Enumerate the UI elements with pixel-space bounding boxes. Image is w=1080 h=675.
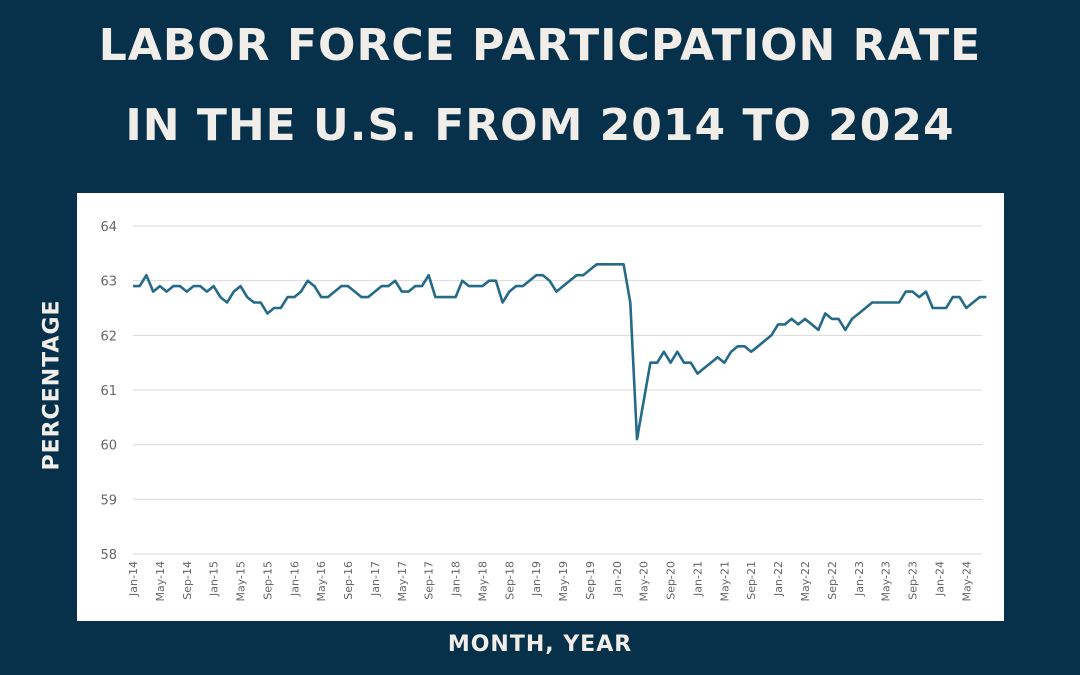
- x-tick-label: Jan-18: [450, 561, 463, 597]
- x-tick-label: May-14: [154, 561, 167, 602]
- x-tick-label: May-24: [960, 561, 973, 602]
- x-tick-label: May-17: [396, 561, 409, 602]
- x-tick-label: May-16: [315, 561, 328, 602]
- x-tick-label: Sep-21: [745, 561, 758, 600]
- y-tick-label: 62: [100, 329, 117, 344]
- x-tick-label: Jan-21: [691, 561, 704, 597]
- x-tick-label: May-22: [799, 561, 812, 602]
- x-tick-label: Jan-14: [127, 561, 140, 597]
- data-line: [133, 263, 987, 441]
- x-axis-label: MONTH, YEAR: [447, 632, 633, 657]
- y-tick-label: 64: [100, 220, 117, 235]
- y-tick-label: 58: [100, 548, 117, 563]
- y-tick-label: 63: [100, 275, 117, 290]
- y-tick-label: 61: [100, 384, 117, 399]
- x-tick-label: May-23: [880, 561, 893, 602]
- x-tick-label: Sep-19: [584, 561, 597, 600]
- y-tick-label: 59: [100, 493, 117, 508]
- x-tick-label: Jan-20: [611, 561, 624, 597]
- x-tick-label: May-18: [476, 561, 489, 602]
- y-axis-label: PERCENTAGE: [39, 299, 65, 471]
- x-tick-label: Sep-14: [181, 561, 194, 600]
- chart-title-line-1: LABOR FORCE PARTICPATION RATE: [98, 20, 982, 71]
- x-tick-label: Sep-22: [826, 561, 839, 600]
- x-tick-label: Jan-19: [530, 561, 543, 597]
- x-tick-label: Jan-24: [933, 561, 946, 597]
- x-tick-label: May-15: [235, 561, 248, 602]
- x-tick-label: Jan-16: [288, 561, 301, 597]
- x-tick-label: Sep-23: [907, 561, 920, 600]
- x-tick-label: May-19: [557, 561, 570, 602]
- x-tick-label: Jan-22: [772, 561, 785, 597]
- y-tick-label: 60: [100, 439, 117, 454]
- x-tick-label: Jan-23: [853, 561, 866, 597]
- x-tick-label: Sep-18: [503, 561, 516, 600]
- x-tick-label: Sep-20: [665, 561, 678, 600]
- x-tick-label: Sep-17: [423, 561, 436, 600]
- x-tick-label: Sep-16: [342, 561, 355, 600]
- chart-panel: 58 59 60 61 62 63 64 Jan-14 May-14 Sep-14 Jan-15 Ma…: [77, 193, 1004, 621]
- x-tick-label: Jan-15: [208, 561, 221, 597]
- x-tick-label: Jan-17: [369, 561, 382, 597]
- x-tick-label: Sep-15: [261, 561, 274, 600]
- x-tick-label: May-20: [638, 561, 651, 602]
- x-tick-label: May-21: [718, 561, 731, 602]
- line-chart: 58 59 60 61 62 63 64 Jan-14 May-14 Sep-14 Jan-15 Ma…: [100, 220, 987, 602]
- chart-title-line-2: IN THE U.S. FROM 2014 TO 2024: [125, 100, 955, 151]
